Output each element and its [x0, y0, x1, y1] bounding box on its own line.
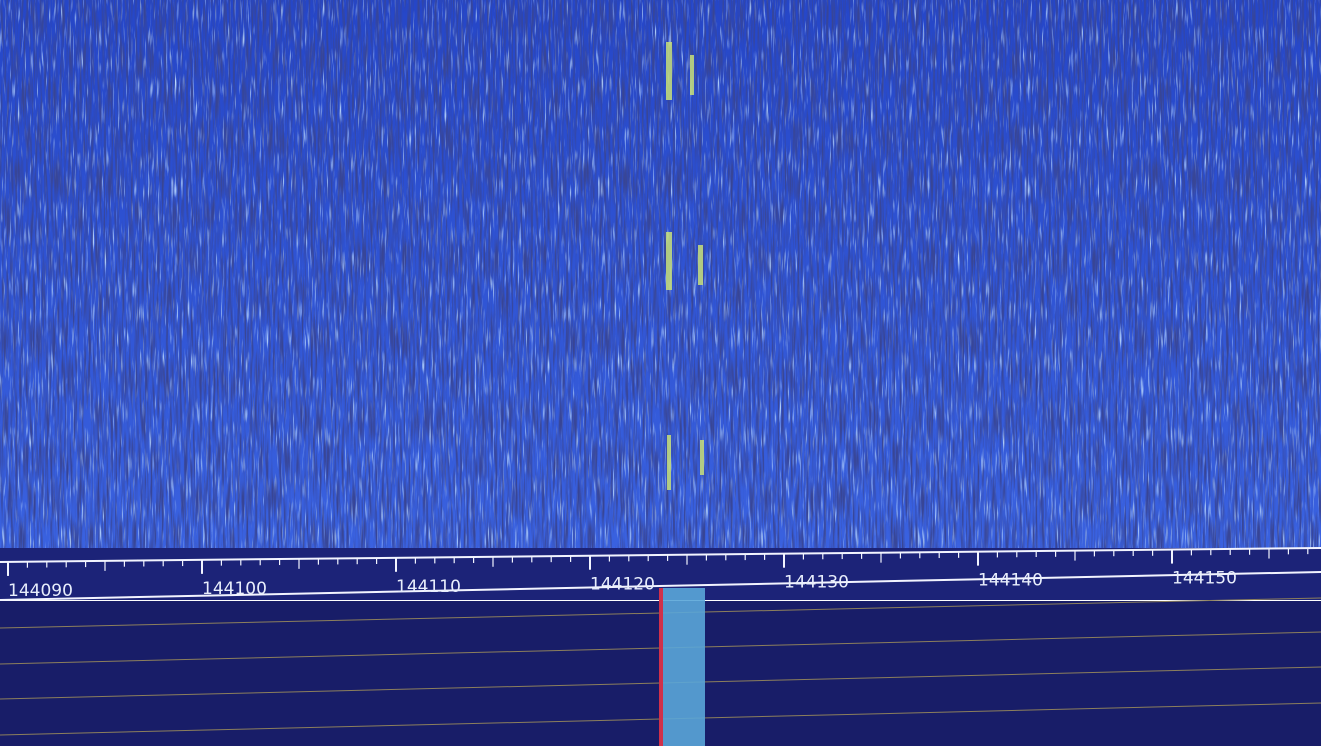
signal-trace	[700, 440, 704, 475]
frequency-label: 144150	[1172, 569, 1237, 589]
tuning-marker	[659, 588, 663, 746]
signal-trace	[666, 42, 672, 100]
signal-trace	[690, 55, 694, 95]
frequency-label: 144120	[590, 575, 655, 595]
frequency-label: 144130	[784, 573, 849, 593]
frequency-label: 144140	[978, 571, 1043, 591]
waterfall-noise-dark	[0, 0, 1321, 560]
signal-trace	[666, 232, 672, 290]
signal-trace	[698, 245, 703, 285]
page: 144090 144100 144110 144120 144130 144140 1441…	[0, 0, 1321, 746]
waterfall-display: 144090 144100 144110 144120 144130 144140 1441…	[0, 0, 1321, 746]
signal-trace	[667, 435, 671, 490]
frequency-label: 144100	[202, 579, 267, 599]
passband	[663, 588, 705, 746]
frequency-label: 144110	[396, 577, 461, 597]
frequency-label: 144090	[8, 581, 73, 601]
